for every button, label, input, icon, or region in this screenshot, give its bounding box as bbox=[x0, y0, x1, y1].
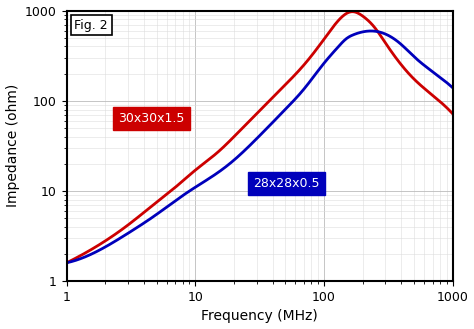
Text: 28x28x0.5: 28x28x0.5 bbox=[254, 177, 320, 190]
X-axis label: Frequency (MHz): Frequency (MHz) bbox=[201, 310, 318, 323]
Text: Fig. 2: Fig. 2 bbox=[74, 19, 108, 32]
Text: 30x30x1.5: 30x30x1.5 bbox=[118, 112, 185, 125]
Y-axis label: Impedance (ohm): Impedance (ohm) bbox=[6, 84, 19, 208]
